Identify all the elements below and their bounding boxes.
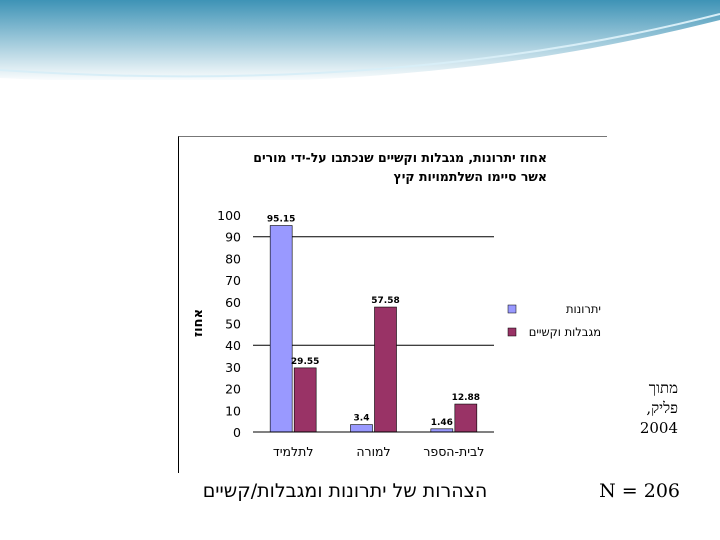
y-tick-label: 50 [225, 317, 241, 332]
x-tick-label: לבית-הספר [423, 444, 484, 459]
x-tick-label: לתלמיד [273, 444, 314, 459]
data-label: 57.58 [371, 296, 399, 306]
data-label: 95.15 [267, 215, 295, 225]
y-tick-label: 20 [225, 382, 241, 397]
x-tick-label: למורה [356, 444, 390, 459]
header-wave-highlight [0, 13, 720, 78]
y-tick-label: 60 [225, 295, 241, 310]
header-wave [0, 0, 720, 80]
bar-advantages [350, 424, 373, 433]
y-tick-label: 10 [225, 403, 241, 418]
bar-limitations [454, 403, 478, 433]
slide-header-band [0, 0, 720, 80]
bar-limitations [293, 367, 317, 433]
data-label: 1.46 [431, 418, 453, 428]
y-tick-label: 70 [225, 273, 241, 288]
sample-size-label: N = 206 [599, 480, 680, 502]
data-label: 3.4 [354, 414, 370, 424]
bar-chart: אחוז יתרונות, מגבלות וקשיים שנכתבו על-יד… [191, 150, 601, 459]
data-label: 29.55 [291, 357, 319, 367]
legend-label: מגבלות וקשיים [529, 325, 601, 339]
y-tick-label: 30 [225, 360, 241, 375]
y-tick-label: 40 [225, 338, 241, 353]
y-axis-label: אחוז [191, 309, 206, 337]
data-label: 12.88 [452, 393, 480, 403]
y-tick-label: 100 [217, 208, 241, 223]
chart-title-line: אחוז יתרונות, מגבלות וקשיים שנכתבו על-יד… [253, 150, 547, 165]
chart-title-line: אשר סיימו השלתמויות קיץ [393, 169, 547, 184]
legend-label: יתרונות [566, 302, 601, 316]
bar-advantages [269, 225, 293, 433]
y-tick-label: 0 [233, 425, 241, 440]
footer-title: הצהרות של יתרונות ומגבלות/קשיים [202, 480, 488, 502]
y-tick-label: 80 [225, 251, 241, 266]
chart-panel: אחוז יתרונות, מגבלות וקשיים שנכתבו על-יד… [178, 136, 607, 473]
legend-swatch [507, 304, 517, 314]
bar-limitations [374, 306, 397, 433]
source-note: מתוך פליק, 2004 [639, 379, 678, 437]
y-tick-label: 90 [225, 230, 241, 245]
legend-swatch [507, 327, 517, 337]
